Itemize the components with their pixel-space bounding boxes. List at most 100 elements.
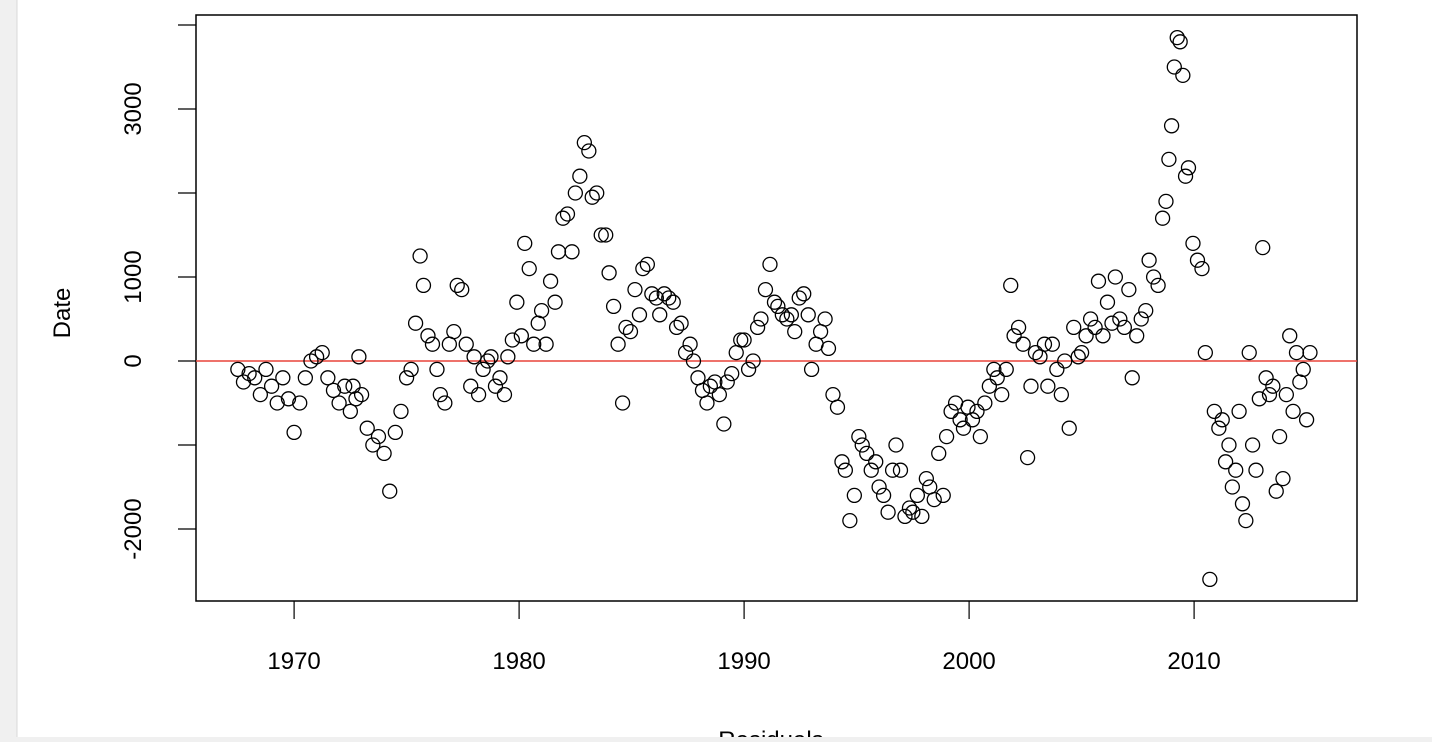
point (258, 361, 274, 378)
point (955, 420, 972, 436)
point (320, 370, 336, 386)
point (504, 332, 520, 348)
point (247, 370, 263, 386)
point (762, 256, 778, 273)
point (892, 462, 909, 478)
point (728, 344, 744, 361)
point (1241, 344, 1257, 361)
point (1019, 449, 1036, 466)
point (918, 470, 934, 487)
point (716, 416, 732, 432)
point (1244, 437, 1261, 453)
point (1248, 462, 1264, 478)
point (1124, 370, 1140, 386)
point (719, 374, 735, 390)
point (622, 323, 639, 340)
y-tick-label: 1000 (120, 250, 147, 303)
point (275, 370, 291, 386)
point (517, 235, 533, 252)
point (589, 185, 605, 201)
point (1145, 269, 1162, 285)
point (972, 428, 988, 445)
point (1275, 470, 1291, 487)
point (496, 386, 513, 403)
point (854, 437, 870, 453)
point (1189, 252, 1206, 268)
point (533, 302, 550, 319)
point (740, 361, 757, 378)
point (1003, 277, 1019, 294)
point (280, 391, 297, 407)
point (1278, 386, 1294, 403)
point (791, 290, 807, 306)
y-axis-label: Date (49, 288, 76, 339)
point (297, 370, 314, 386)
point (303, 353, 319, 369)
point (1010, 319, 1027, 336)
point (314, 344, 330, 361)
point (429, 361, 445, 378)
point (635, 260, 651, 277)
point (627, 281, 643, 298)
point (661, 290, 677, 306)
point (403, 361, 419, 378)
point (1175, 67, 1191, 84)
point (817, 311, 833, 327)
point (989, 370, 1005, 386)
side-strip (0, 0, 17, 742)
point (749, 319, 766, 336)
point (470, 386, 487, 403)
point (1163, 118, 1180, 134)
point (1194, 260, 1210, 277)
point (235, 374, 252, 390)
point (901, 500, 918, 516)
point (398, 370, 415, 386)
point (1214, 412, 1230, 428)
point (1251, 391, 1267, 407)
point (1288, 344, 1305, 361)
point (1006, 328, 1022, 344)
point (337, 378, 353, 394)
point (241, 365, 257, 382)
point (935, 487, 951, 504)
point (652, 307, 668, 323)
point (1040, 378, 1056, 394)
point (483, 349, 499, 365)
x-tick-label: 1990 (717, 648, 770, 675)
point (598, 227, 614, 243)
point (981, 378, 997, 394)
point (812, 323, 829, 340)
point (1166, 59, 1182, 75)
point (909, 487, 925, 504)
point (263, 378, 280, 394)
point (487, 378, 504, 394)
point (1211, 420, 1227, 436)
point (550, 244, 567, 260)
point (665, 294, 681, 310)
point (842, 512, 858, 529)
point (393, 403, 409, 420)
point (631, 307, 648, 323)
point (859, 445, 875, 462)
point (437, 395, 453, 411)
point (454, 281, 470, 298)
point (1169, 29, 1185, 46)
point (564, 244, 580, 260)
point (644, 286, 660, 302)
point (584, 189, 600, 205)
point (673, 315, 689, 331)
point (325, 382, 342, 399)
point (1044, 336, 1060, 352)
point (774, 307, 790, 323)
point (376, 445, 392, 462)
point (1090, 273, 1107, 289)
point (648, 290, 664, 306)
point (1053, 386, 1069, 403)
point (837, 462, 853, 478)
point (943, 403, 959, 420)
point (922, 479, 938, 495)
point (685, 353, 702, 369)
point (905, 504, 921, 520)
point (1177, 168, 1194, 184)
